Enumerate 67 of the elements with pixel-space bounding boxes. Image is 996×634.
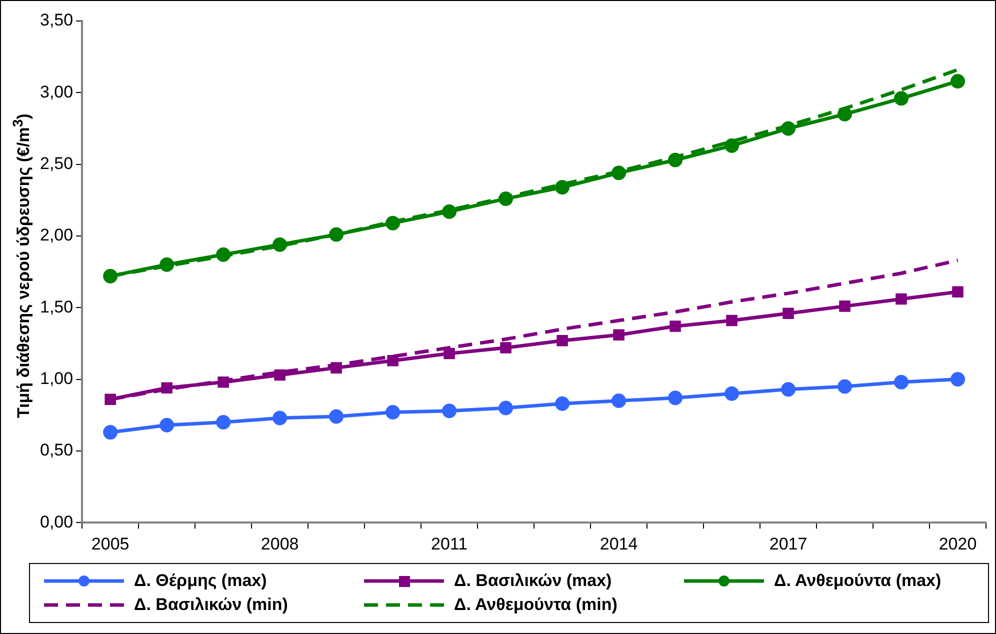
y-tick-label: 1,50 [40,297,74,316]
point [329,409,344,424]
y-tick-label: 2,00 [40,226,74,245]
x-tick-label: 2005 [91,534,130,554]
point [724,138,740,153]
point [612,394,626,408]
point [103,425,118,440]
point [894,91,909,106]
y-tick-label: 0,00 [40,512,74,532]
legend-label: Δ. Βασιλικών (max) [454,571,612,591]
point [952,286,964,298]
point [781,121,796,136]
point [613,329,624,340]
point [500,342,512,354]
point [387,355,398,366]
point [160,418,174,432]
point [670,320,681,332]
y-tick-label: 0,50 [40,440,74,460]
legend-label: Δ. Ανθεμούντα (max) [774,571,942,591]
point [612,166,626,180]
point [274,369,286,381]
point [218,376,229,388]
point [160,257,174,272]
point [498,191,514,206]
point [442,404,457,418]
point [781,382,796,397]
x-tick-label: 2017 [769,534,808,554]
y-tick-label: 2,50 [40,154,74,173]
point [838,379,852,394]
legend-label: Δ. Βασιλικών (min) [134,595,288,615]
point [272,237,288,252]
point [894,374,909,390]
point [498,400,514,416]
point [161,382,172,394]
point [896,293,907,305]
point [668,152,683,168]
x-tick-label: 2020 [938,534,977,554]
point [104,394,116,405]
point [330,362,342,374]
point [838,106,852,122]
point [556,334,568,346]
point [444,348,455,360]
point [272,410,288,426]
point [950,372,966,387]
x-tick-label: 2014 [600,534,638,554]
point [724,386,740,401]
point [782,308,794,319]
y-tick-label: 1,00 [40,368,74,388]
point [386,216,400,230]
point [726,314,738,326]
y-tick-label: 3,50 [40,10,74,30]
legend-label: Δ. Ανθεμούντα (min) [454,595,618,615]
legend-label: Δ. Θέρμης (max) [134,571,267,591]
y-tick-label: 3,00 [40,82,74,102]
point [555,396,570,411]
point [555,180,570,194]
point [216,247,231,262]
point [839,300,850,312]
x-tick-label: 2008 [260,534,299,554]
point [442,204,457,219]
point [329,227,344,242]
point [216,415,231,430]
x-tick-label: 2011 [431,534,468,554]
point [103,268,118,284]
point [386,405,400,420]
point [668,390,683,406]
point [950,74,966,88]
